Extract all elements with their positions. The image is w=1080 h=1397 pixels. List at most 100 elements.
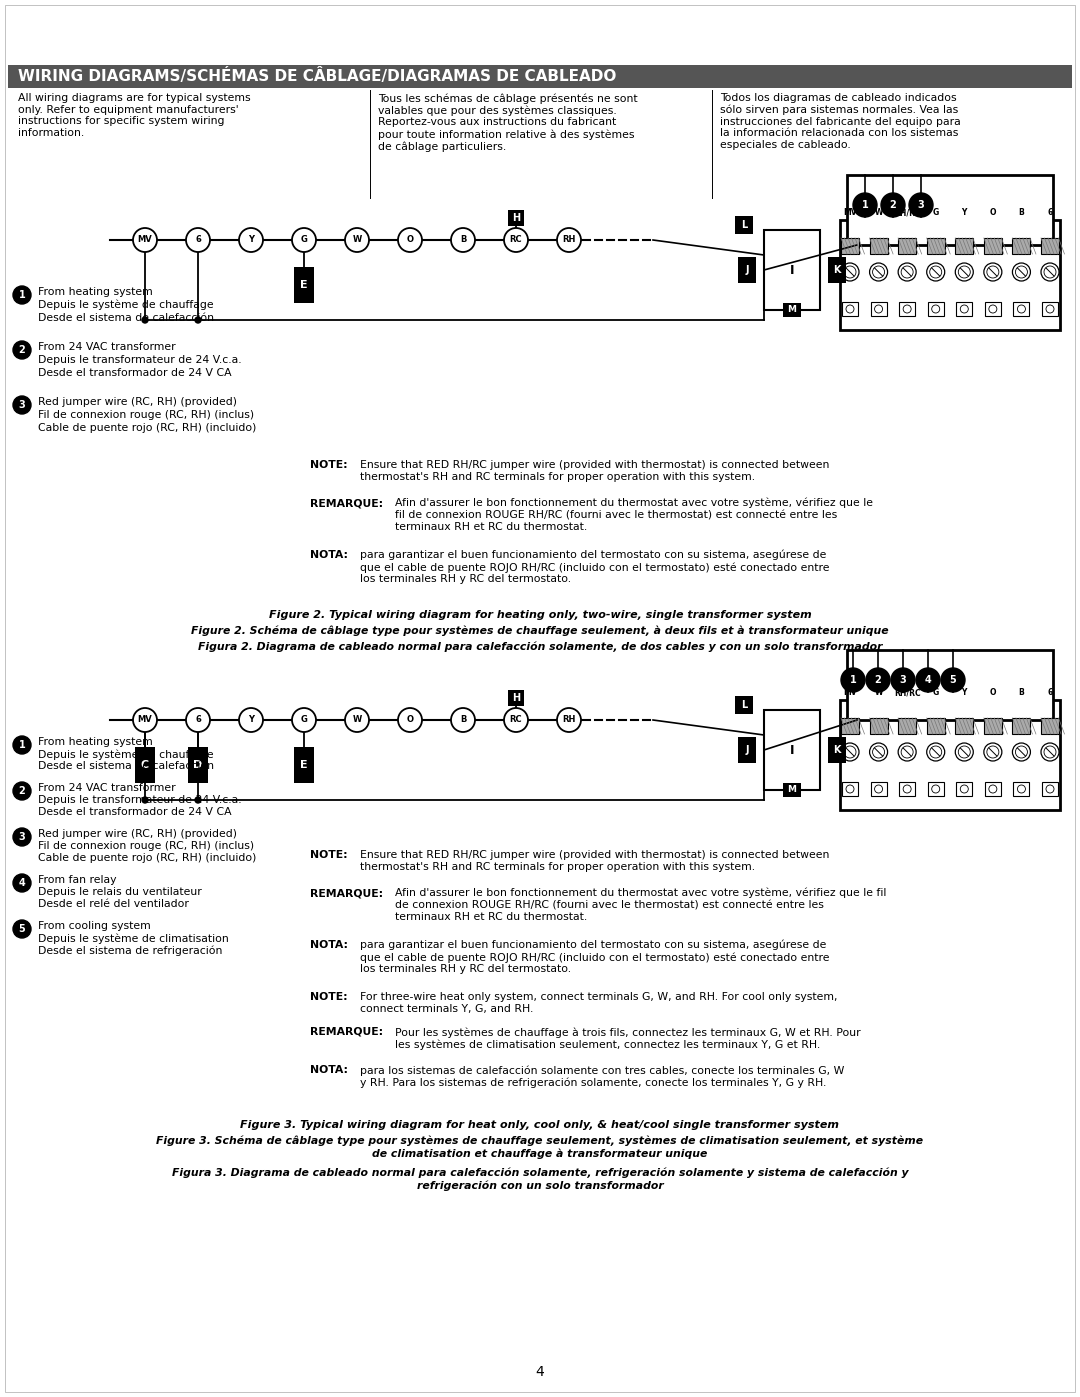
Text: 2: 2 bbox=[875, 675, 881, 685]
Text: RH/RC: RH/RC bbox=[894, 687, 920, 697]
Text: Figure 3. Schéma de câblage type pour systèmes de chauffage seulement, systèmes : Figure 3. Schéma de câblage type pour sy… bbox=[157, 1136, 923, 1158]
Circle shape bbox=[873, 265, 885, 278]
Circle shape bbox=[557, 228, 581, 251]
Text: Figura 2. Diagrama de cableado normal para calefacción solamente, de dos cables : Figura 2. Diagrama de cableado normal pa… bbox=[198, 643, 882, 652]
Text: Desde el sistema de calefacción: Desde el sistema de calefacción bbox=[38, 313, 214, 323]
Text: 1: 1 bbox=[850, 675, 856, 685]
Bar bbox=[783, 782, 801, 798]
Text: 2: 2 bbox=[890, 200, 896, 210]
Text: 2: 2 bbox=[18, 345, 25, 355]
Circle shape bbox=[345, 228, 369, 251]
Bar bbox=[508, 690, 524, 705]
Text: G: G bbox=[933, 208, 939, 217]
Text: Depuis le système de climatisation: Depuis le système de climatisation bbox=[38, 933, 229, 943]
Circle shape bbox=[916, 668, 940, 692]
Circle shape bbox=[451, 708, 475, 732]
Bar bbox=[956, 237, 973, 254]
Circle shape bbox=[133, 228, 157, 251]
Circle shape bbox=[909, 193, 933, 217]
Circle shape bbox=[13, 828, 31, 847]
Text: Ensure that RED RH/RC jumper wire (provided with thermostat) is connected betwee: Ensure that RED RH/RC jumper wire (provi… bbox=[360, 460, 829, 482]
Circle shape bbox=[1017, 305, 1025, 313]
Bar bbox=[928, 302, 944, 316]
Text: W: W bbox=[352, 236, 362, 244]
Circle shape bbox=[901, 265, 914, 278]
Text: Afin d'assurer le bon fonctionnement du thermostat avec votre système, vérifiez : Afin d'assurer le bon fonctionnement du … bbox=[395, 888, 887, 922]
Circle shape bbox=[903, 785, 912, 793]
Text: Y: Y bbox=[248, 715, 254, 725]
Bar bbox=[735, 217, 753, 235]
Text: K: K bbox=[834, 745, 840, 754]
Circle shape bbox=[195, 798, 201, 803]
Bar bbox=[900, 782, 915, 796]
Circle shape bbox=[846, 305, 854, 313]
Circle shape bbox=[869, 263, 888, 281]
Text: H: H bbox=[512, 212, 521, 224]
Text: Depuis le relais du ventilateur: Depuis le relais du ventilateur bbox=[38, 887, 202, 897]
Circle shape bbox=[903, 305, 912, 313]
Text: 6: 6 bbox=[1048, 687, 1053, 697]
Text: 1: 1 bbox=[18, 740, 25, 750]
Text: Pour les systèmes de chauffage à trois fils, connectez les terminaux G, W et RH.: Pour les systèmes de chauffage à trois f… bbox=[395, 1027, 861, 1049]
Bar bbox=[841, 718, 859, 733]
Text: Desde el transformador de 24 V CA: Desde el transformador de 24 V CA bbox=[38, 807, 231, 817]
Circle shape bbox=[1047, 305, 1054, 313]
Bar bbox=[188, 747, 208, 782]
Text: Y: Y bbox=[961, 208, 967, 217]
Text: I: I bbox=[789, 264, 794, 277]
Text: NOTA:: NOTA: bbox=[310, 1065, 348, 1076]
Bar bbox=[764, 710, 820, 789]
Text: From 24 VAC transformer: From 24 VAC transformer bbox=[38, 342, 176, 352]
Text: From heating system: From heating system bbox=[38, 738, 152, 747]
Text: Desde el transformador de 24 V CA: Desde el transformador de 24 V CA bbox=[38, 367, 231, 379]
Text: Fil de connexion rouge (RC, RH) (inclus): Fil de connexion rouge (RC, RH) (inclus) bbox=[38, 409, 254, 420]
Circle shape bbox=[846, 785, 854, 793]
Bar bbox=[984, 718, 1002, 733]
Text: 3: 3 bbox=[18, 833, 25, 842]
Text: C: C bbox=[140, 760, 149, 770]
Text: From heating system: From heating system bbox=[38, 286, 152, 298]
Circle shape bbox=[1044, 265, 1056, 278]
Circle shape bbox=[927, 263, 945, 281]
Text: Desde el sistema de calefacción: Desde el sistema de calefacción bbox=[38, 761, 214, 771]
Circle shape bbox=[875, 305, 882, 313]
Text: Depuis le transformateur de 24 V.c.a.: Depuis le transformateur de 24 V.c.a. bbox=[38, 355, 242, 365]
Circle shape bbox=[1041, 263, 1059, 281]
Text: NOTE:: NOTE: bbox=[310, 992, 348, 1002]
Text: MV: MV bbox=[843, 687, 856, 697]
Text: 6: 6 bbox=[1048, 208, 1053, 217]
Text: W: W bbox=[875, 687, 882, 697]
Text: 1: 1 bbox=[18, 291, 25, 300]
Text: 4: 4 bbox=[18, 877, 25, 888]
Text: E: E bbox=[300, 279, 308, 291]
Bar bbox=[135, 747, 156, 782]
Circle shape bbox=[13, 875, 31, 893]
Text: W: W bbox=[875, 208, 882, 217]
Text: NOTA:: NOTA: bbox=[310, 940, 348, 950]
Circle shape bbox=[1047, 785, 1054, 793]
Circle shape bbox=[941, 668, 966, 692]
Bar bbox=[870, 782, 887, 796]
Text: M: M bbox=[787, 306, 797, 314]
Bar bbox=[900, 302, 915, 316]
Bar bbox=[956, 302, 972, 316]
Circle shape bbox=[956, 263, 973, 281]
Bar bbox=[783, 303, 801, 317]
Text: From cooling system: From cooling system bbox=[38, 921, 151, 930]
Bar bbox=[840, 700, 1059, 810]
Text: WIRING DIAGRAMS/SCHÉMAS DE CÂBLAGE/DIAGRAMAS DE CABLEADO: WIRING DIAGRAMS/SCHÉMAS DE CÂBLAGE/DIAGR… bbox=[18, 68, 617, 84]
Text: All wiring diagrams are for typical systems
only. Refer to equipment manufacture: All wiring diagrams are for typical syst… bbox=[18, 94, 251, 138]
Text: 6: 6 bbox=[195, 236, 201, 244]
Text: B: B bbox=[460, 236, 467, 244]
Text: Ensure that RED RH/RC jumper wire (provided with thermostat) is connected betwee: Ensure that RED RH/RC jumper wire (provi… bbox=[360, 849, 829, 872]
Text: Figura 3. Diagrama de cableado normal para calefacción solamente, refrigeración : Figura 3. Diagrama de cableado normal pa… bbox=[172, 1168, 908, 1190]
Bar bbox=[841, 237, 859, 254]
Text: NOTA:: NOTA: bbox=[310, 550, 348, 560]
Circle shape bbox=[866, 668, 890, 692]
Bar bbox=[828, 738, 846, 763]
Text: Y: Y bbox=[248, 236, 254, 244]
Circle shape bbox=[984, 743, 1002, 761]
Circle shape bbox=[1015, 746, 1027, 759]
Circle shape bbox=[13, 782, 31, 800]
Bar bbox=[1042, 782, 1058, 796]
